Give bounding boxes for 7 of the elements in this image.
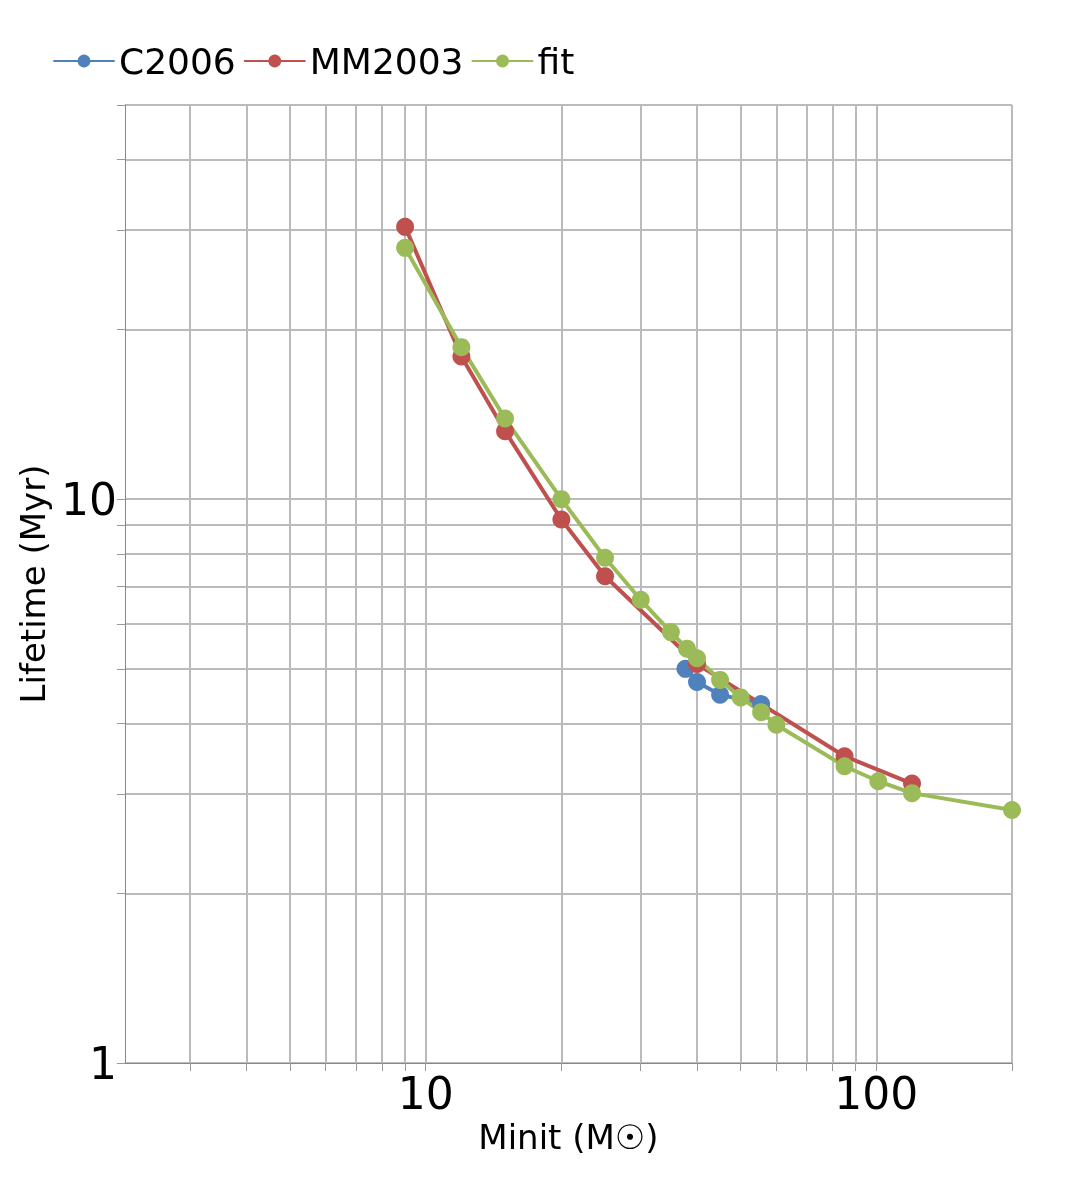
x-tick-label: 100 xyxy=(834,1067,919,1119)
legend-label: MM2003 xyxy=(309,40,464,82)
y-axis-title: Lifetime (Myr) xyxy=(13,464,53,704)
legend-label: C2006 xyxy=(119,40,236,82)
x-axis-title: Minit (M☉) xyxy=(478,1116,659,1157)
y-tick-label: 1 xyxy=(88,1037,117,1089)
legend-label: fit xyxy=(537,40,575,82)
